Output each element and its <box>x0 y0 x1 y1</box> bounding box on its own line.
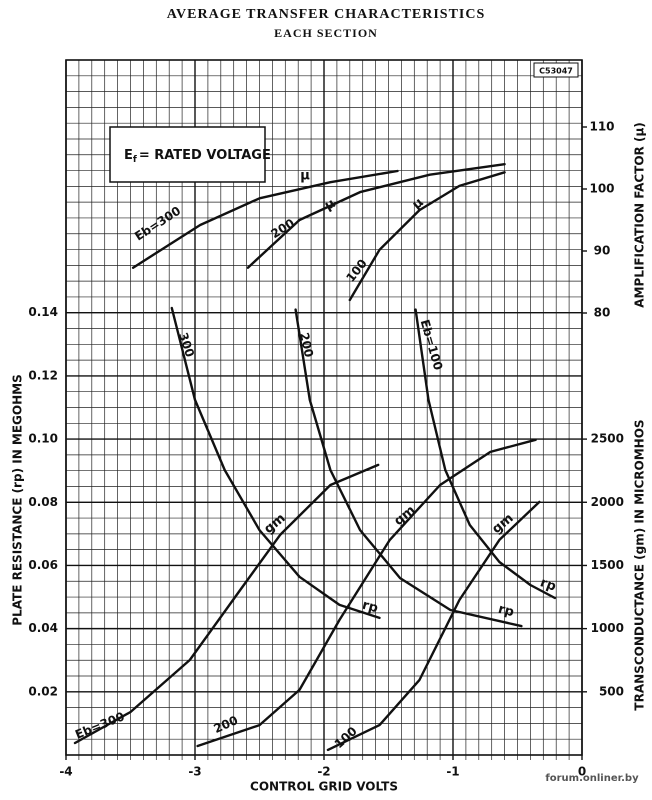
curve-name: Eb=300 <box>132 204 183 244</box>
curve-name: 300 <box>176 331 197 359</box>
y-tick-label: 0.04 <box>28 621 58 635</box>
note: Ef = RATED VOLTAGE <box>124 148 271 165</box>
plot-frame <box>65 59 583 756</box>
note-box <box>109 126 266 183</box>
curve-name: Eb=300 <box>73 709 126 741</box>
y3-tick-label: 100 <box>589 182 614 196</box>
watermark: forum.onliner.by <box>545 773 639 784</box>
y-tick-label: 0.14 <box>28 305 58 319</box>
x-tick-label: -3 <box>188 765 201 779</box>
y2-tick-label: 1000 <box>591 621 624 635</box>
curve <box>294 308 523 628</box>
curve <box>414 308 557 600</box>
y2-tick-label: 1500 <box>591 558 624 572</box>
note-sub: f <box>133 155 137 165</box>
curve <box>348 171 506 302</box>
y2-axis-title: TRANSCONDUCTANCE (gm) IN MICROMHOS <box>633 419 647 710</box>
y3-tick-label: 80 <box>594 306 611 320</box>
y-tick-label: 0.10 <box>28 432 58 446</box>
y3-tick-label: 110 <box>589 120 614 134</box>
y-tick-label: 0.02 <box>28 684 58 698</box>
y2-tick-label: 500 <box>599 684 624 698</box>
y-tick-label: 0.06 <box>28 558 58 572</box>
x-tick-label: -1 <box>446 765 459 779</box>
curve <box>131 169 399 269</box>
curve-label: rp <box>360 598 379 617</box>
curve-label: gm <box>489 511 516 537</box>
x-axis-title: CONTROL GRID VOLTS <box>250 780 398 794</box>
y-tick-label: 0.08 <box>28 495 58 509</box>
curve <box>170 306 381 620</box>
note-main: E <box>124 148 133 163</box>
curve <box>246 163 506 269</box>
x-tick-label: -2 <box>317 765 330 779</box>
y2-tick-label: 2500 <box>591 432 624 446</box>
drawing-code: C53047 <box>539 67 573 76</box>
y-tick-label: 0.12 <box>28 368 58 382</box>
x-tick-label: 0 <box>578 765 586 779</box>
chart-subtitle: EACH SECTION <box>274 26 378 40</box>
curve-label: μ <box>300 169 310 184</box>
curve <box>196 438 537 748</box>
curve-label: gm <box>261 511 288 537</box>
curve <box>73 463 380 745</box>
curve-label: rp <box>496 602 515 621</box>
curve-label: rp <box>538 575 558 594</box>
x-tick-label: -4 <box>59 765 72 779</box>
y-axis-title: PLATE RESISTANCE (rp) IN MEGOHMS <box>11 374 25 625</box>
code-box <box>533 62 579 78</box>
y3-tick-label: 90 <box>594 244 611 258</box>
curve-label: μ <box>410 195 427 213</box>
y2-tick-label: 2000 <box>591 495 624 509</box>
note-rest: = RATED VOLTAGE <box>139 148 271 163</box>
curve <box>326 500 541 752</box>
chart-title: AVERAGE TRANSFER CHARACTERISTICS <box>167 7 486 22</box>
curve-name: 200 <box>297 331 316 358</box>
y3-axis-title: AMPLIFICATION FACTOR (μ) <box>633 122 647 308</box>
